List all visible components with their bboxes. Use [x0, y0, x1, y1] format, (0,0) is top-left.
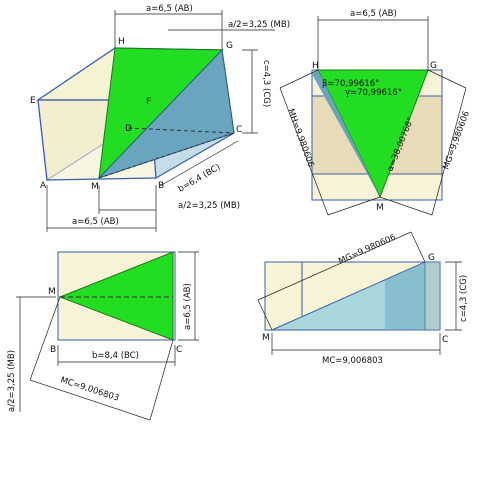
view-side: G M C MG=9,980606 c=4,3 (CG) MC=9,006803	[257, 231, 469, 366]
point-label: E	[30, 96, 36, 106]
dimension-label: a=6,5 (AB)	[72, 217, 119, 227]
point-label: G	[226, 41, 233, 51]
point-label: C	[176, 345, 182, 355]
dimension-lines	[16, 251, 199, 421]
triangle	[58, 251, 174, 341]
dimension-label: MC=9,006803	[59, 375, 120, 403]
dimension-label: MC=9,006803	[322, 356, 383, 366]
point-label: H	[118, 37, 125, 47]
dimension-label: c=4,3 (CG)	[459, 275, 469, 322]
dimension-label: MG=9,980606	[441, 110, 471, 171]
dimension-label: MH=9,980606	[285, 108, 315, 169]
dimension-label: γ=70,99616°	[345, 88, 402, 98]
triangle-mgc	[98, 48, 235, 179]
dimension-label: a/2=3,25 (MB)	[228, 20, 290, 30]
point-label: M	[262, 333, 270, 343]
dimension-label: a/2=3,25 (MB)	[7, 350, 17, 412]
point-label: C	[236, 125, 242, 135]
point-label: G	[430, 61, 437, 71]
point-label: D	[125, 124, 132, 134]
triangle-side	[312, 70, 380, 197]
dimension-lines	[46, 10, 275, 232]
point-label: B	[50, 345, 56, 355]
dimension-label: b=8,4 (BC)	[92, 351, 139, 361]
dimension-lines	[279, 16, 467, 216]
view-front: H G M a=6,5 (AB) β=70,99616° γ=70,99616°…	[279, 9, 472, 216]
point-label: A	[40, 181, 47, 191]
dimension-lines	[257, 231, 462, 355]
point-label: H	[312, 61, 319, 71]
dimension-label: a/2=3,25 (MB)	[178, 201, 240, 211]
dimension-label: β=70,99616°	[322, 79, 379, 89]
point-label: F	[146, 97, 151, 107]
point-label: B	[158, 181, 164, 191]
dimension-label: a=6,5 (AB)	[350, 9, 397, 19]
view-top: M B C a=6,5 (AB) b=8,4 (BC) a/2=3,25 (MB…	[7, 251, 199, 421]
point-label: C	[442, 335, 448, 345]
point-label: G	[428, 253, 435, 263]
point-label: M	[376, 203, 384, 213]
view-3d: H G E F D C A M B a=6,5 (AB) a/2=3,25 (M…	[30, 4, 290, 232]
dimension-label: b=6,4 (BC)	[177, 162, 223, 194]
dimension-label: a=6,5 (AB)	[146, 4, 193, 14]
face-right	[385, 262, 440, 330]
point-label: M	[91, 182, 99, 192]
hidden-edge	[127, 127, 235, 134]
dimension-label: c=4,3 (CG)	[261, 60, 271, 107]
dimension-label: a=6,5 (AB)	[183, 283, 193, 330]
point-label: M	[48, 287, 56, 297]
